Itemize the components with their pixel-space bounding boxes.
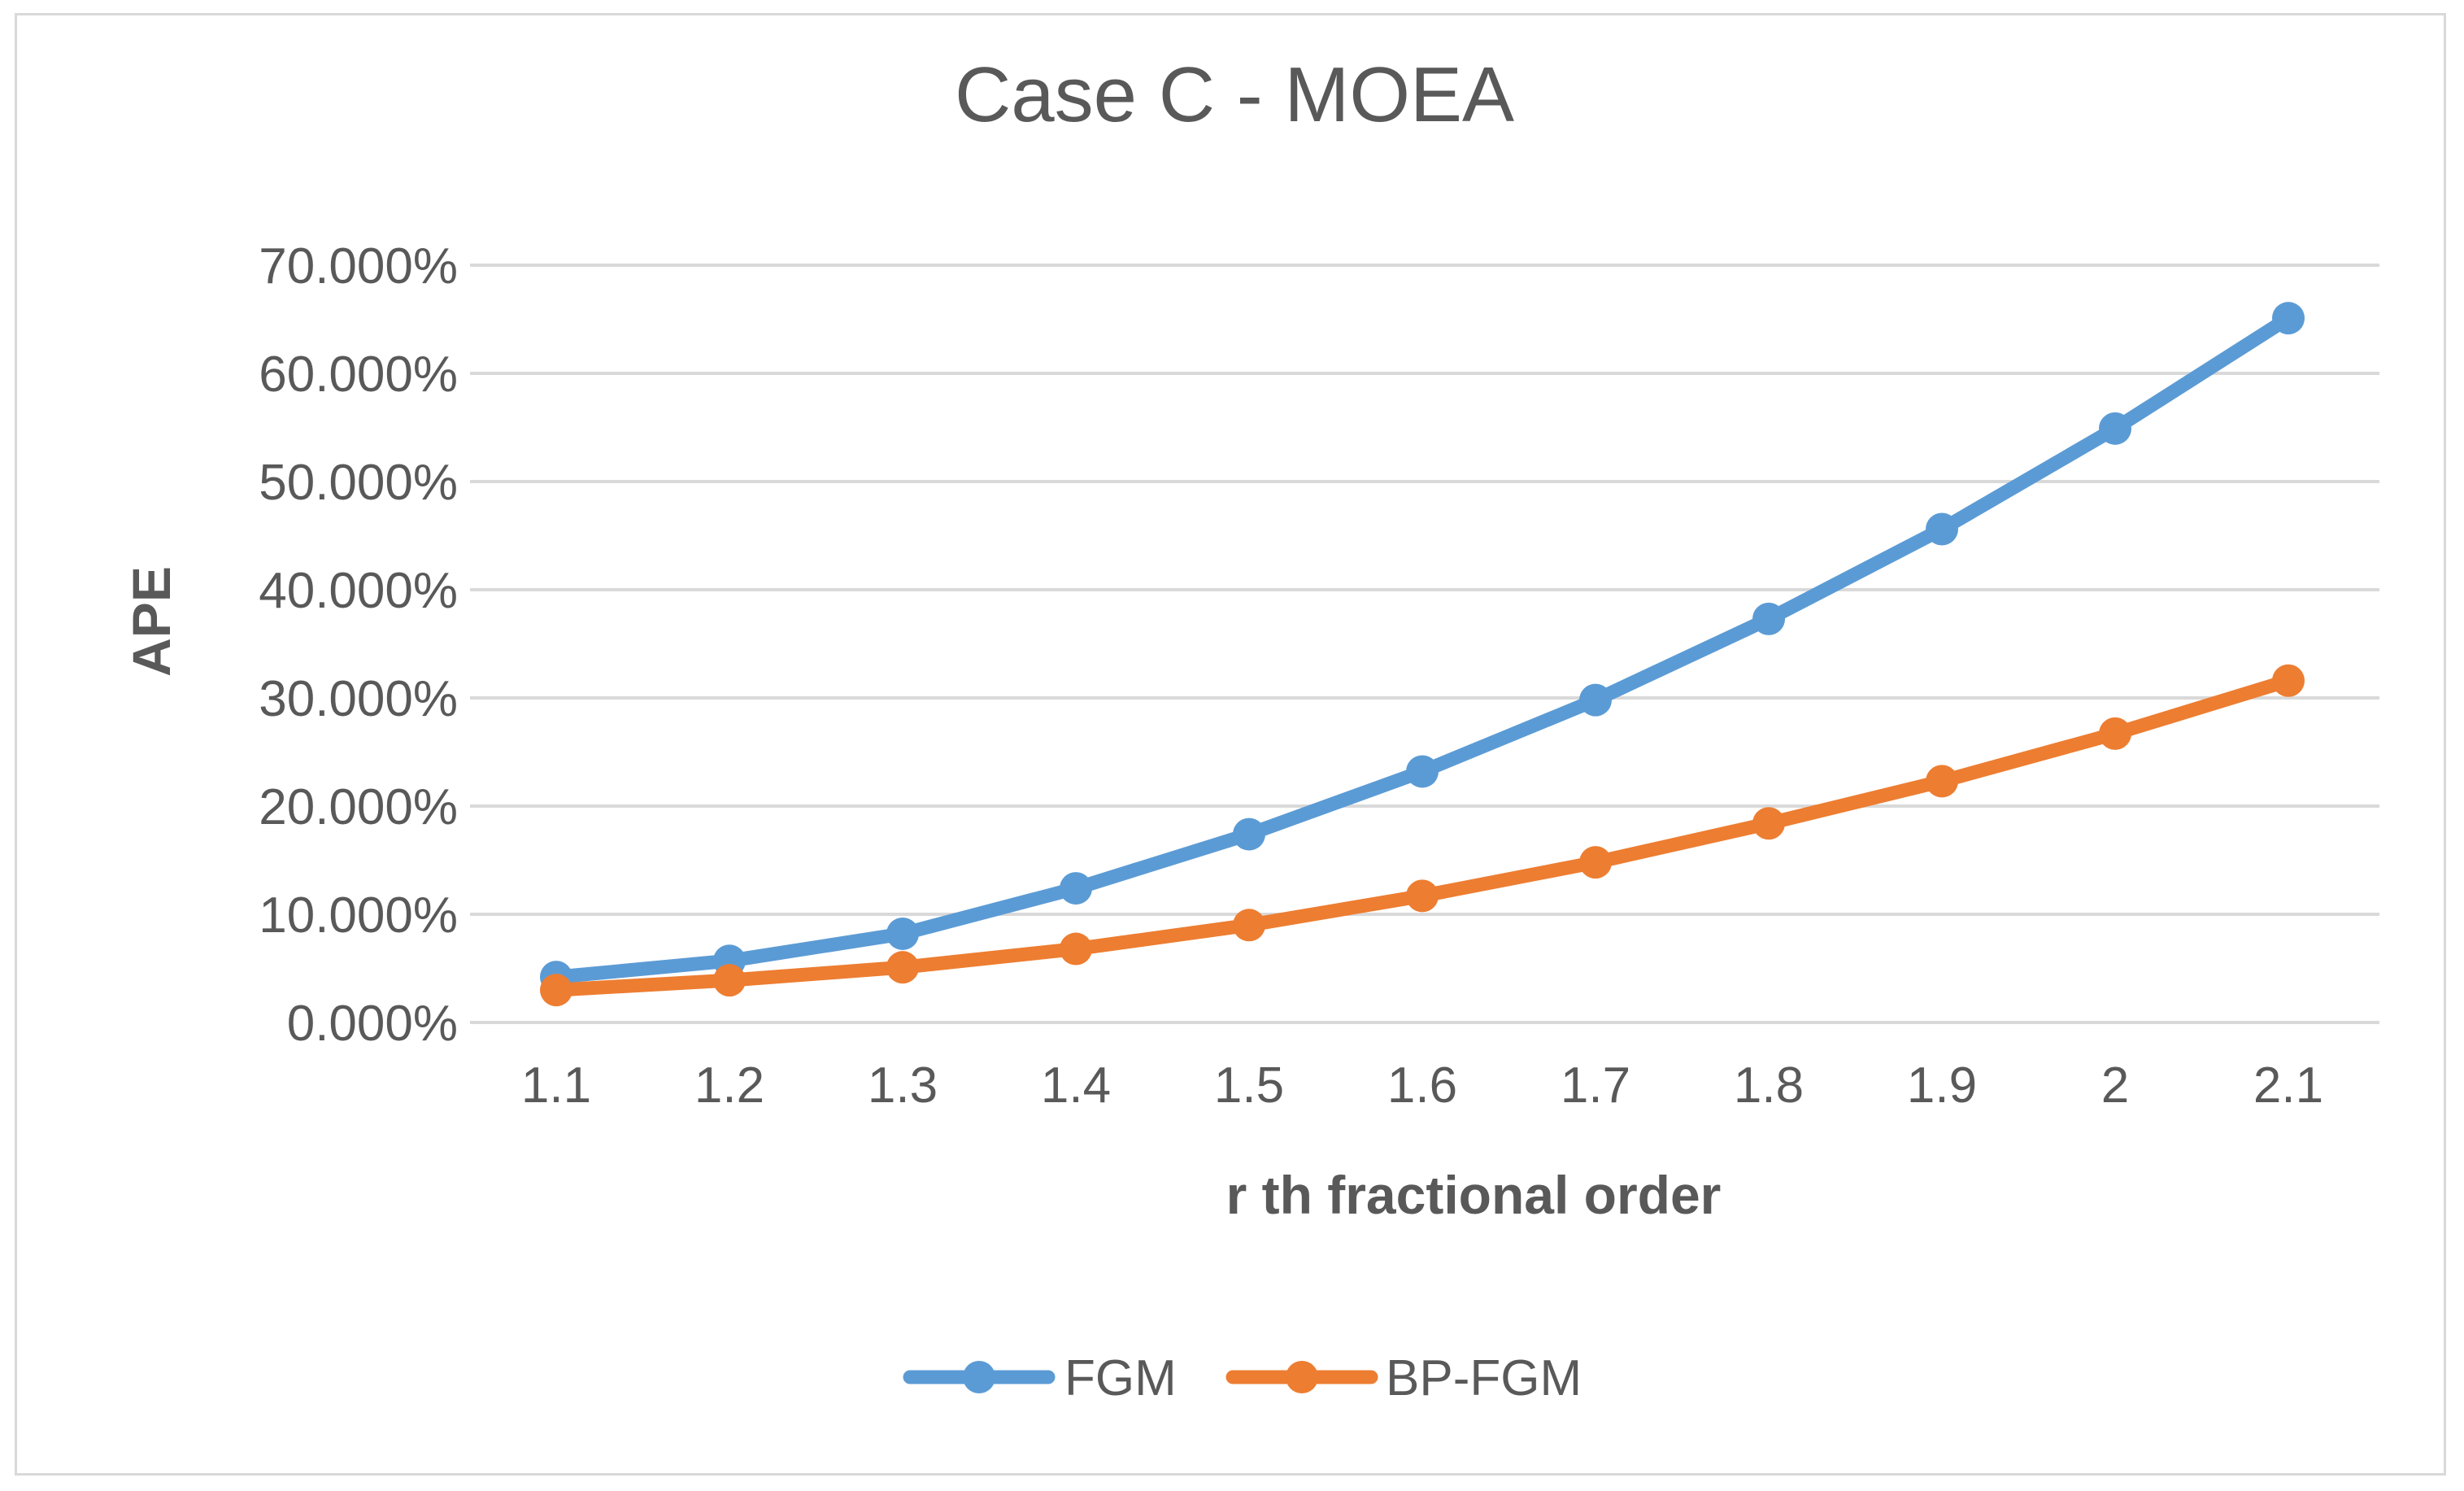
legend-label: BP-FGM (1386, 1350, 1582, 1406)
series-bp-fgm (540, 664, 2305, 1007)
x-tick-label: 1.5 (1214, 1057, 1284, 1114)
x-tick-label: 1.4 (1041, 1057, 1111, 1114)
gridlines (470, 264, 2379, 1024)
data-point (1579, 846, 1612, 879)
legend-item: BP-FGM (1225, 1350, 1582, 1406)
data-point (2272, 664, 2305, 697)
legend-marker (963, 1361, 995, 1393)
data-point (540, 974, 572, 1007)
data-point (886, 951, 919, 984)
chart-frame: Case C - MOEA 0.000% 10.000% 20.000% 30.000… (15, 13, 2446, 1476)
series-line (549, 311, 2296, 984)
chart-canvas: Case C - MOEA 0.000% 10.000% 20.000% 30.000… (121, 51, 2379, 1406)
x-tick-label: 1.1 (521, 1057, 591, 1114)
data-point (1233, 909, 1265, 942)
legend-marker (1286, 1361, 1318, 1393)
y-tick-label: 10.000% (259, 887, 458, 944)
y-tick-label: 50.000% (259, 455, 458, 511)
y-tick-label: 20.000% (259, 779, 458, 835)
y-axis-title: APE (121, 566, 181, 677)
data-point (1060, 872, 1092, 905)
data-point (713, 964, 746, 997)
x-axis-tick-labels: 1.1 1.2 1.3 1.4 1.5 1.6 1.7 1.8 1.9 2 2.1 (521, 1057, 2323, 1114)
data-point (1926, 512, 1958, 546)
x-tick-label: 2.1 (2253, 1057, 2323, 1114)
x-tick-label: 1.8 (1734, 1057, 1804, 1114)
data-point (886, 917, 919, 950)
legend-label: FGM (1064, 1350, 1177, 1406)
data-point (2099, 717, 2131, 750)
y-tick-label: 0.000% (287, 996, 458, 1052)
data-point (1752, 807, 1785, 840)
data-point (1579, 683, 1612, 717)
x-tick-label: 2 (2101, 1057, 2129, 1114)
y-tick-label: 70.000% (259, 238, 458, 294)
data-point (2099, 412, 2131, 445)
y-axis-tick-labels: 0.000% 10.000% 20.000% 30.000% 40.000% 50.000… (259, 238, 458, 1052)
data-point (1406, 879, 1439, 913)
x-tick-label: 1.7 (1561, 1057, 1630, 1114)
data-point (1752, 602, 1785, 635)
legend-item: FGM (903, 1350, 1177, 1406)
data-point (1406, 755, 1439, 788)
x-tick-label: 1.6 (1387, 1057, 1457, 1114)
chart-title: Case C - MOEA (955, 51, 1514, 138)
y-tick-label: 30.000% (259, 671, 458, 727)
y-tick-label: 60.000% (259, 347, 458, 403)
legend: FGM BP-FGM (903, 1350, 1582, 1406)
series-fgm (540, 302, 2305, 994)
data-point (1060, 932, 1092, 966)
x-tick-label: 1.9 (1907, 1057, 1977, 1114)
y-tick-label: 40.000% (259, 563, 458, 619)
x-tick-label: 1.2 (694, 1057, 764, 1114)
data-point (1233, 817, 1265, 851)
data-point (2272, 302, 2305, 335)
x-tick-label: 1.3 (868, 1057, 938, 1114)
data-point (1926, 765, 1958, 798)
series-group (540, 302, 2305, 1007)
x-axis-title: r th fractional order (1226, 1165, 1722, 1225)
